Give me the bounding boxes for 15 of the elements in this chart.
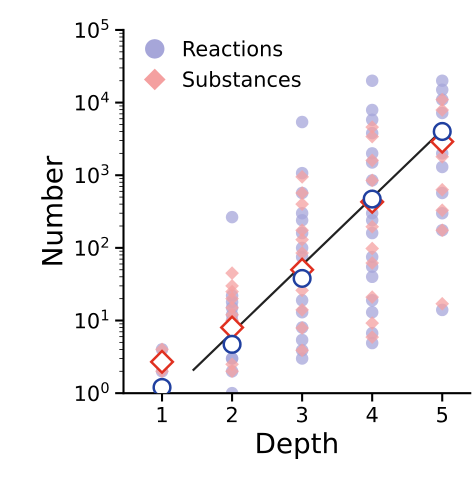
legend-label: Reactions — [184, 40, 282, 56]
x-tick-label: 1 — [158, 407, 167, 422]
x-tick-label: 4 — [366, 407, 378, 422]
y-tick-label: 10$^{3}$ — [76, 164, 108, 184]
y-axis-title: Number — [41, 156, 63, 265]
y-tick-label: 10$^{0}$ — [76, 382, 109, 402]
y-tick-label: 10$^{1}$ — [76, 310, 108, 329]
legend-label: Substances — [183, 70, 301, 88]
y-tick-label: 10$^{4}$ — [76, 92, 109, 111]
y-tick-label: 10$^{2}$ — [76, 236, 108, 256]
y-tick-label: 10$^{5}$ — [76, 19, 108, 38]
x-tick-label: 2 — [226, 406, 237, 422]
x-tick-label: 5 — [437, 407, 448, 422]
x-axis-title: Depth — [257, 432, 337, 459]
x-tick-label: 3 — [297, 406, 308, 422]
